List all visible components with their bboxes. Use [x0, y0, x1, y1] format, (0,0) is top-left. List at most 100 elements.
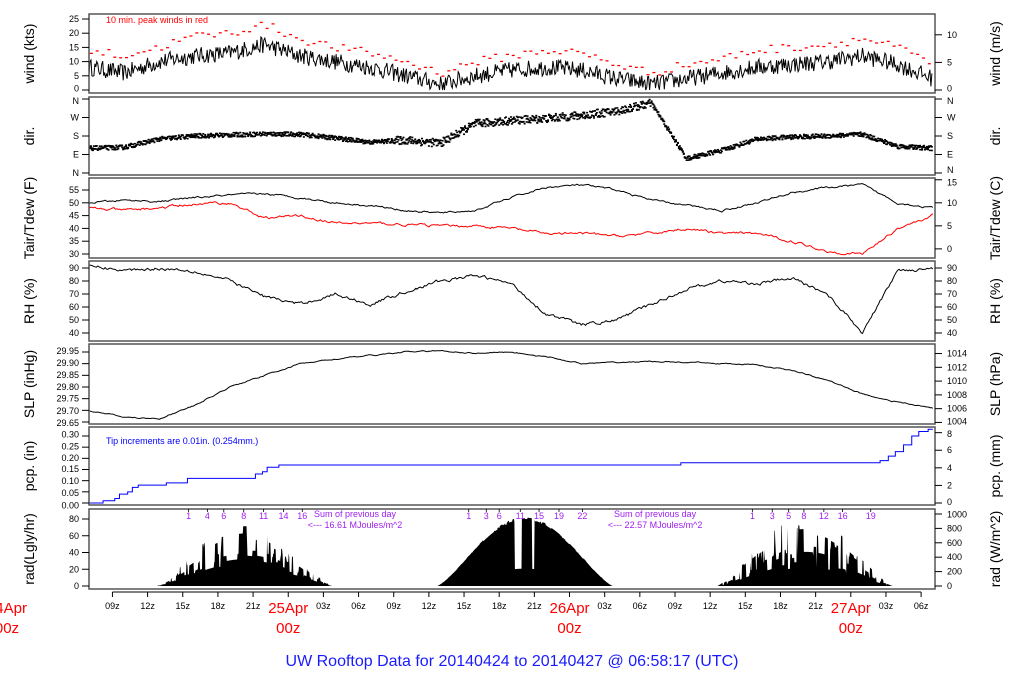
slp-right-tick-label: 1014 — [947, 349, 967, 359]
temp-left-axis-title: Tair/Tdew (F) — [21, 177, 37, 259]
dir-point — [510, 123, 513, 125]
pcp-left-tick-label: 0.25 — [61, 441, 79, 451]
x-tick-label: 06z — [351, 601, 366, 611]
dir-point — [873, 135, 876, 138]
dir-point — [507, 122, 510, 124]
wind-left-tick-label: 20 — [69, 28, 79, 38]
dir-point — [731, 146, 734, 149]
dir-point — [836, 136, 839, 138]
dir-point — [296, 133, 299, 135]
dir-point — [385, 142, 388, 144]
dir-point — [476, 118, 479, 121]
dir-point — [673, 135, 676, 138]
temp-plot — [89, 183, 934, 256]
dir-point — [629, 110, 632, 113]
dir-point — [455, 135, 458, 138]
dir-point — [486, 118, 489, 120]
dir-point — [200, 137, 203, 139]
dir-point — [595, 112, 598, 114]
dir-point — [792, 137, 795, 140]
dir-point — [712, 153, 715, 156]
dir-point — [178, 137, 181, 139]
dir-point — [571, 112, 574, 115]
dir-point — [641, 106, 644, 109]
dir-point — [905, 147, 908, 149]
dir-point — [218, 132, 221, 135]
dir-point — [614, 107, 617, 109]
dir-point — [739, 141, 742, 144]
dir-point — [295, 134, 298, 137]
dir-point — [125, 145, 128, 148]
dir-point — [643, 106, 646, 108]
dir-point — [459, 131, 462, 134]
dir-point — [665, 125, 668, 127]
dir-point — [743, 140, 746, 143]
rad-right-tick-label: 800 — [947, 523, 962, 533]
dir-point — [396, 141, 399, 143]
dir-point — [474, 124, 477, 127]
temp-left-tick-label: 55 — [69, 185, 79, 195]
dir-point — [478, 118, 481, 121]
dir-point — [637, 109, 640, 111]
wind-legend: 10 min. peak winds in red — [106, 15, 208, 25]
dir-point — [171, 137, 174, 139]
dir-left-axis-title: dir. — [21, 127, 37, 146]
dir-point — [791, 134, 794, 136]
wind-panel-frame — [88, 13, 936, 94]
dir-point — [613, 114, 616, 116]
pcp-left-tick-label: 0.00 — [61, 500, 79, 510]
dir-point — [164, 136, 167, 139]
dir-point — [100, 145, 103, 147]
dir-left-tick-label: E — [73, 150, 79, 160]
dir-point — [475, 120, 478, 123]
dir-point — [663, 120, 666, 123]
x-tick-label: 12z — [422, 601, 437, 611]
dir-point — [584, 117, 587, 120]
dir-point — [429, 138, 432, 141]
dir-point — [653, 105, 656, 107]
dir-point — [232, 131, 235, 134]
dir-point — [668, 130, 671, 133]
dir-point — [841, 133, 844, 135]
dir-point — [492, 122, 495, 124]
dir-point — [231, 134, 234, 136]
dir-point — [547, 120, 550, 123]
dir-point — [289, 134, 292, 137]
dir-point — [287, 131, 290, 133]
dir-point — [426, 139, 429, 142]
mj-mark-label: 6 — [497, 511, 502, 521]
dir-point — [675, 144, 678, 146]
mj-mark-label: 11 — [516, 511, 525, 521]
dir-point — [609, 114, 612, 116]
dir-point — [680, 148, 683, 150]
dir-point — [659, 115, 662, 118]
dir-point — [841, 134, 844, 137]
dir-point — [417, 140, 420, 142]
rad-left-tick-label: 60 — [69, 531, 79, 541]
dir-point — [372, 142, 375, 145]
dir-point — [824, 135, 827, 138]
dir-point — [453, 136, 456, 139]
dir-point — [166, 137, 169, 140]
dir-point — [649, 105, 652, 107]
dir-point — [394, 141, 397, 144]
dir-point — [493, 121, 496, 123]
dir-point — [484, 122, 487, 125]
dir-point — [875, 138, 878, 141]
dir-point — [892, 143, 895, 145]
x-tick-label: 15z — [738, 601, 753, 611]
dir-point — [421, 137, 424, 140]
dir-point — [583, 111, 586, 114]
dir-point — [640, 102, 643, 104]
dir-right-tick-label: S — [947, 131, 953, 141]
mj-mark-label: 14 — [279, 511, 289, 521]
dir-point — [455, 129, 458, 132]
dir-point — [863, 132, 866, 134]
dir-point — [689, 158, 692, 161]
dir-point — [774, 139, 777, 141]
dir-point — [590, 116, 593, 118]
slp-left-tick-label: 29.80 — [56, 382, 79, 392]
dir-point — [635, 108, 638, 111]
dir-point — [495, 123, 498, 125]
dir-point — [765, 139, 768, 142]
